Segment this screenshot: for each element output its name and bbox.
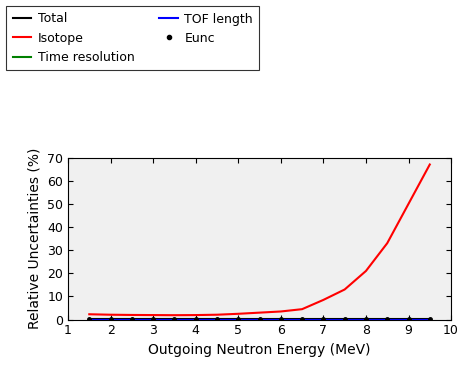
Legend: Total, Isotope, Time resolution, TOF length, Eunc: Total, Isotope, Time resolution, TOF len…	[6, 6, 259, 70]
X-axis label: Outgoing Neutron Energy (MeV): Outgoing Neutron Energy (MeV)	[148, 343, 371, 357]
Y-axis label: Relative Uncertainties (%): Relative Uncertainties (%)	[27, 148, 42, 329]
